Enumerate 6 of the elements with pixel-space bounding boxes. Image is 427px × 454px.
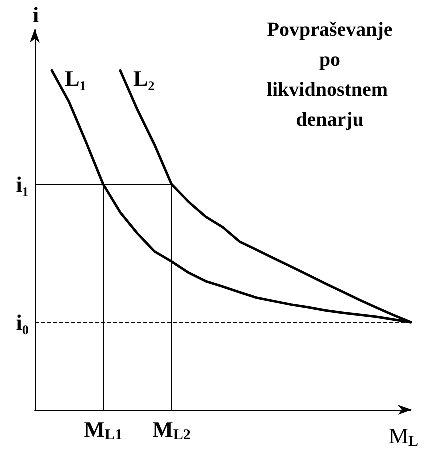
ref-line-label: i₁ xyxy=(16,172,29,197)
y-axis-title: i xyxy=(33,2,40,28)
chart-title: Povpraševanje po likvidnostnem denarju xyxy=(266,19,394,131)
series-label: L₂ xyxy=(133,66,156,92)
series-label: L₁ xyxy=(65,66,86,92)
ref-line-label: i₀ xyxy=(16,310,30,335)
